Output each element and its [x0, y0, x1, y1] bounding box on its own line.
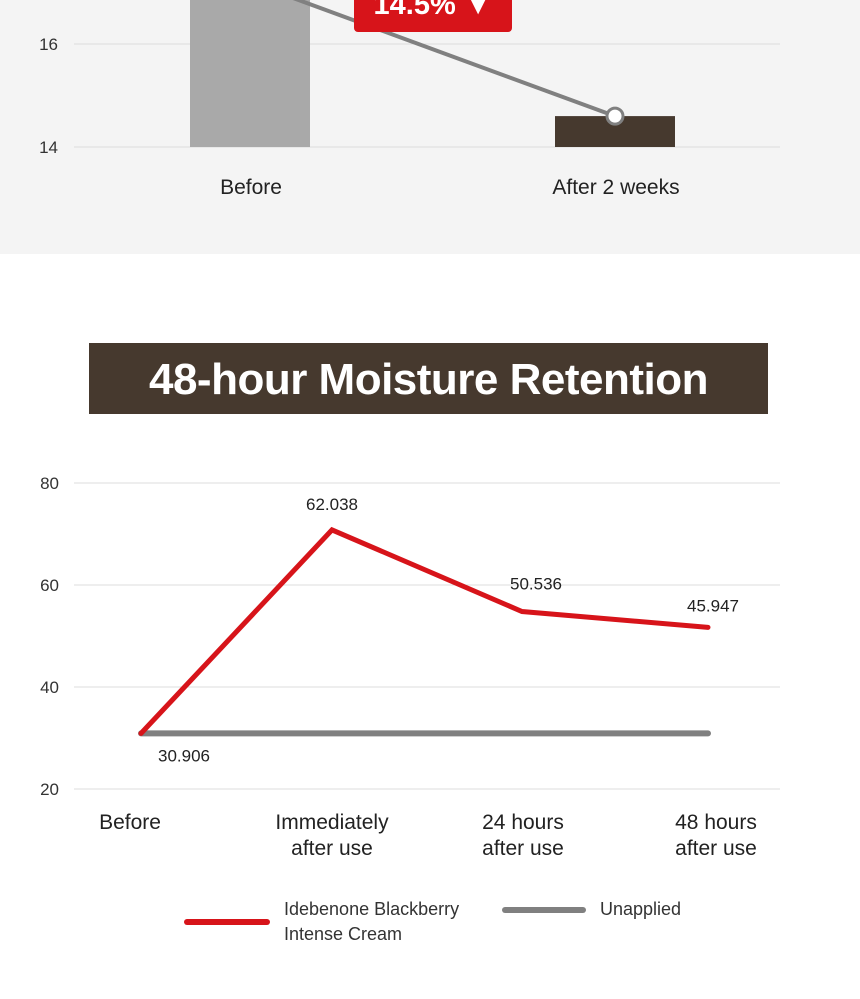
legend-swatch-red [184, 919, 270, 925]
trend-line [292, 0, 616, 118]
legend-item-unapplied: Unapplied [502, 897, 681, 922]
data-label: 50.536 [510, 575, 562, 594]
x-tick-label: 48 hours [675, 811, 757, 834]
change-callout-label: 14.5% ▼ [374, 0, 493, 21]
y-tick-label: 60 [40, 576, 59, 595]
x-tick-label: after use [291, 837, 373, 860]
y-tick-label: 20 [40, 780, 59, 799]
trend-marker [605, 106, 625, 126]
x-tick-label: Before [220, 176, 282, 199]
change-callout [354, 0, 512, 32]
data-label: 30.906 [158, 746, 210, 765]
x-tick-label: Before [99, 811, 161, 834]
chart-title: 48-hour Moisture Retention [89, 343, 768, 414]
bar [190, 0, 310, 148]
x-tick-label: after use [482, 837, 564, 860]
y-tick-label: 40 [40, 678, 59, 697]
y-tick-label: 80 [40, 474, 59, 493]
series-line-cream [138, 526, 711, 736]
data-label: 62.038 [306, 495, 358, 514]
y-tick-label: 14 [39, 138, 58, 157]
x-tick-label: after use [675, 837, 757, 860]
legend-item-cream: Idebenone Blackberry Intense Cream [184, 897, 459, 947]
x-tick-label: Immediately [275, 811, 389, 834]
top-chart-panel [0, 0, 860, 254]
y-tick-label: 16 [39, 35, 58, 54]
x-tick-label: After 2 weeks [552, 176, 679, 199]
legend-label-cream: Idebenone Blackberry Intense Cream [284, 899, 460, 944]
before-after-bar-chart: 14 16 Before After 2 weeks 14.5% ▼ [39, 0, 780, 199]
legend-label-unapplied: Unapplied [600, 899, 682, 919]
data-label: 45.947 [687, 596, 739, 615]
x-tick-label: 24 hours [482, 811, 564, 834]
legend-swatch-gray [502, 906, 586, 913]
